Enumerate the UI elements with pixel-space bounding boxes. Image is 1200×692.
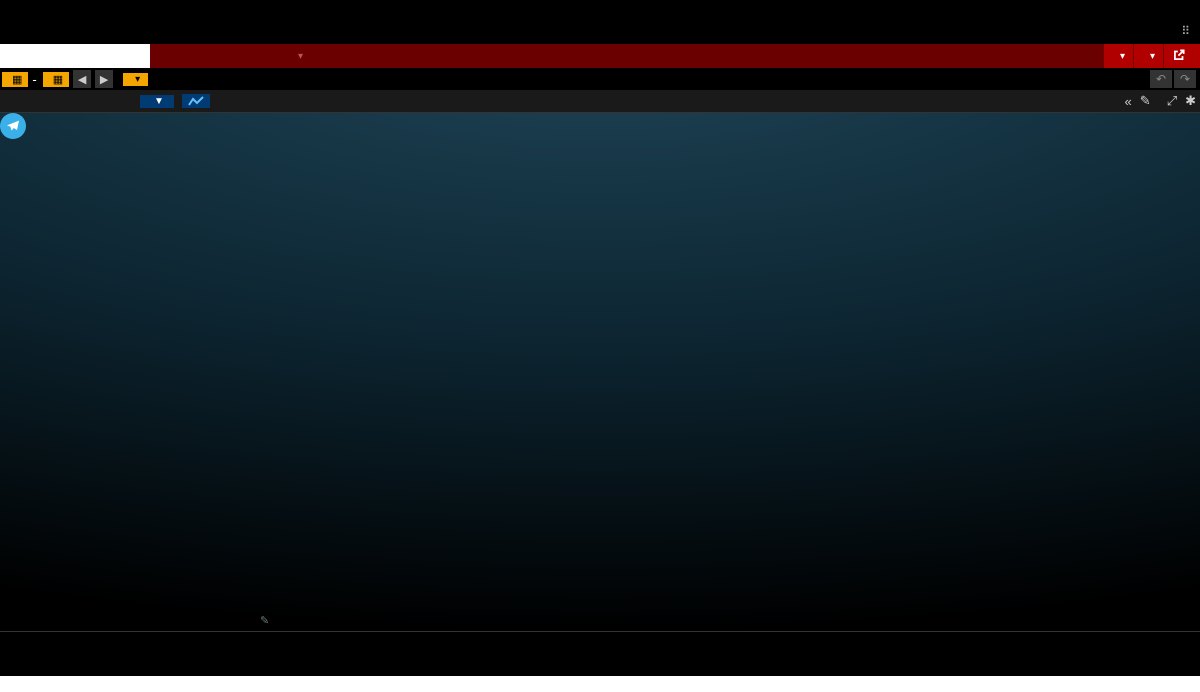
prev-period-button[interactable]: ◀ (73, 70, 91, 88)
telegram-icon (0, 113, 26, 139)
watermark (0, 113, 28, 139)
calendar-icon: ▦ (53, 73, 63, 86)
expand-icon[interactable]: ⤢ (1167, 93, 1177, 109)
chevron-down-icon: ▾ (1150, 51, 1155, 62)
header-row-2: ⠿ (0, 22, 1200, 44)
table-button[interactable] (234, 100, 246, 102)
gear-icon[interactable]: ✱ (1185, 93, 1196, 109)
ticker-input[interactable] (0, 44, 150, 68)
edit-button[interactable]: ▾ (1133, 44, 1163, 68)
x-axis (0, 632, 1200, 676)
date-from-input[interactable]: ▦ (2, 72, 28, 87)
chart-type-select[interactable] (182, 94, 210, 108)
command-toolbar: ▾ ▾ ▾ (0, 44, 1200, 68)
range-1m[interactable] (38, 100, 50, 102)
share-launch-button[interactable] (1163, 44, 1200, 68)
date-dash: - (28, 72, 40, 87)
date-range-row: ▦ - ▦ ◀ ▶ ▾ ↶ ↷ (0, 68, 1200, 90)
source-footer (0, 676, 1200, 692)
redo-button[interactable]: ↷ (1174, 70, 1196, 88)
date-to-input[interactable]: ▦ (43, 72, 69, 87)
next-period-button[interactable]: ▶ (95, 70, 113, 88)
range-6m[interactable] (54, 100, 66, 102)
pencil-icon[interactable]: ✎ (1140, 93, 1151, 109)
external-link-icon (1172, 48, 1186, 65)
calendar-icon: ▦ (12, 73, 22, 86)
header-row-1 (0, 0, 1200, 22)
drag-grip-icon[interactable]: ⠿ (1181, 24, 1192, 38)
frequency-select[interactable]: ▼ (140, 95, 174, 108)
range-row: ▼ « ✎ ⤢ ✱ (0, 90, 1200, 112)
range-5y[interactable] (102, 100, 114, 102)
range-1y[interactable] (86, 100, 98, 102)
chevron-down-icon: ▾ (298, 51, 303, 62)
chevron-down-icon: ▾ (135, 74, 140, 85)
chevron-down-icon: ▾ (1120, 51, 1125, 62)
chart-area[interactable]: ✎ (0, 112, 1200, 632)
collapse-icon[interactable]: « (1125, 94, 1132, 109)
suggested-charts-button[interactable]: ▾ (150, 44, 1103, 68)
range-ytd[interactable] (70, 100, 82, 102)
right-tools: « ✎ ⤢ ✱ (1125, 93, 1196, 109)
actions-button[interactable]: ▾ (1103, 44, 1133, 68)
currency-select[interactable]: ▾ (123, 73, 148, 86)
range-1d[interactable] (6, 100, 18, 102)
range-max[interactable] (118, 100, 130, 102)
range-3d[interactable] (22, 100, 34, 102)
undo-button[interactable]: ↶ (1150, 70, 1172, 88)
chevron-down-icon: ▼ (154, 96, 164, 107)
chart-svg (0, 113, 1200, 631)
